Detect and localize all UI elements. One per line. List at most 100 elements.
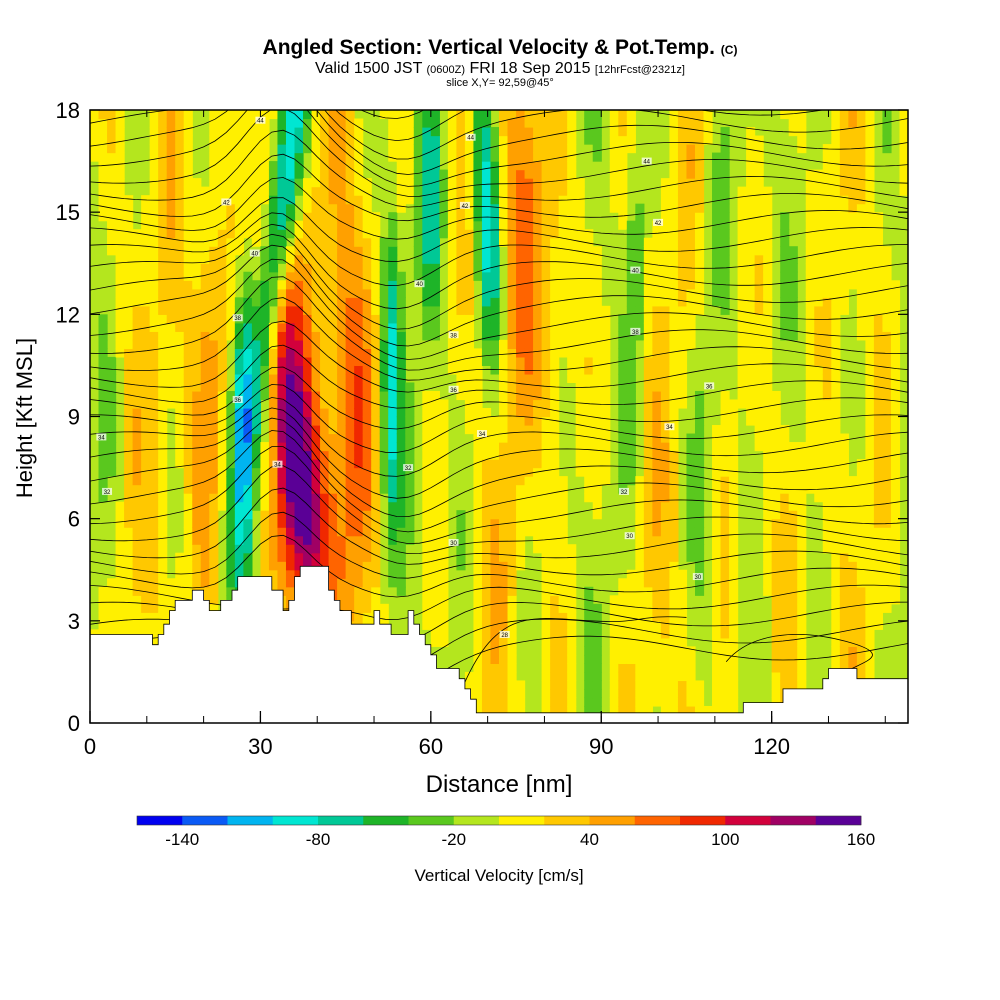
velocity-cell [839, 161, 849, 171]
velocity-cell [541, 501, 551, 511]
velocity-cell [464, 271, 475, 281]
velocity-cell [430, 450, 440, 460]
velocity-cell [422, 135, 432, 145]
velocity-cell [234, 399, 244, 409]
velocity-cell [209, 280, 219, 290]
velocity-cell [158, 399, 168, 409]
velocity-cell [200, 476, 210, 486]
velocity-cell [311, 280, 321, 290]
velocity-cell [839, 476, 849, 486]
velocity-cell [737, 263, 747, 273]
velocity-cell [175, 339, 185, 349]
velocity-cell [507, 450, 517, 460]
velocity-cell [268, 169, 279, 179]
velocity-cell [788, 314, 798, 324]
velocity-cell [90, 127, 100, 137]
velocity-cell [456, 382, 466, 392]
velocity-cell [550, 705, 560, 716]
velocity-cell [660, 646, 671, 656]
velocity-cell [430, 425, 440, 435]
velocity-cell [856, 212, 866, 222]
velocity-cell [865, 110, 875, 120]
velocity-cell [200, 305, 210, 315]
velocity-cell [533, 356, 543, 367]
velocity-cell [831, 552, 841, 562]
velocity-cell [626, 135, 636, 145]
velocity-cell [652, 544, 662, 554]
velocity-cell [124, 620, 134, 630]
velocity-cell [694, 535, 705, 545]
velocity-cell [626, 288, 636, 298]
velocity-cell [166, 169, 176, 179]
velocity-cell [499, 663, 509, 673]
velocity-cell [686, 186, 696, 196]
velocity-cell [285, 510, 296, 520]
velocity-cell [345, 382, 355, 392]
velocity-cell [848, 127, 858, 137]
velocity-cell [362, 186, 372, 196]
velocity-cell [226, 561, 236, 571]
velocity-cell [797, 535, 807, 545]
velocity-cell [158, 561, 168, 571]
velocity-cell [328, 186, 338, 196]
velocity-cell [107, 186, 117, 196]
velocity-cell [251, 407, 262, 418]
velocity-cell [473, 578, 483, 588]
velocity-cell [320, 331, 330, 341]
velocity-cell [277, 169, 287, 179]
velocity-cell [285, 390, 296, 401]
velocity-cell [481, 620, 492, 630]
velocity-cell [660, 663, 671, 673]
velocity-cell [371, 407, 381, 418]
velocity-cell [635, 518, 645, 528]
velocity-cell [405, 535, 415, 545]
velocity-cell [558, 135, 568, 145]
velocity-cell [856, 510, 866, 520]
velocity-cell [268, 467, 279, 477]
velocity-cell [533, 161, 543, 171]
velocity-cell [200, 373, 210, 384]
velocity-cell [371, 552, 381, 562]
velocity-cell [311, 373, 321, 384]
velocity-cell [124, 280, 134, 290]
velocity-cell [243, 135, 253, 145]
velocity-cell [524, 467, 534, 477]
velocity-cell [456, 348, 466, 358]
velocity-cell [635, 527, 645, 537]
velocity-cell [490, 705, 500, 716]
velocity-cell [677, 186, 688, 196]
velocity-cell [345, 271, 355, 281]
velocity-cell [260, 476, 270, 486]
velocity-cell [311, 127, 321, 137]
velocity-cell [516, 297, 526, 307]
velocity-cell [626, 476, 636, 486]
velocity-cell [251, 305, 262, 315]
velocity-cell [720, 254, 730, 264]
velocity-cell [848, 586, 858, 596]
velocity-cell [320, 280, 330, 290]
velocity-cell [175, 425, 185, 435]
velocity-cell [320, 552, 330, 562]
velocity-cell [780, 569, 790, 579]
velocity-cell [805, 186, 815, 196]
velocity-cell [746, 297, 756, 307]
velocity-cell [507, 305, 517, 315]
velocity-cell [754, 373, 764, 384]
velocity-cell [473, 646, 483, 656]
velocity-cell [660, 450, 671, 460]
velocity-cell [447, 229, 457, 239]
velocity-cell [541, 118, 551, 128]
velocity-cell [234, 476, 244, 486]
velocity-cell [754, 356, 764, 367]
velocity-cell [669, 620, 679, 630]
velocity-cell [115, 144, 125, 154]
velocity-cell [439, 518, 449, 528]
velocity-cell [856, 152, 866, 162]
velocity-cell [456, 390, 466, 401]
velocity-cell [209, 544, 219, 554]
velocity-cell [464, 280, 475, 290]
velocity-cell [626, 620, 636, 630]
velocity-cell [243, 331, 253, 341]
velocity-cell [822, 339, 832, 349]
velocity-cell [618, 110, 628, 120]
